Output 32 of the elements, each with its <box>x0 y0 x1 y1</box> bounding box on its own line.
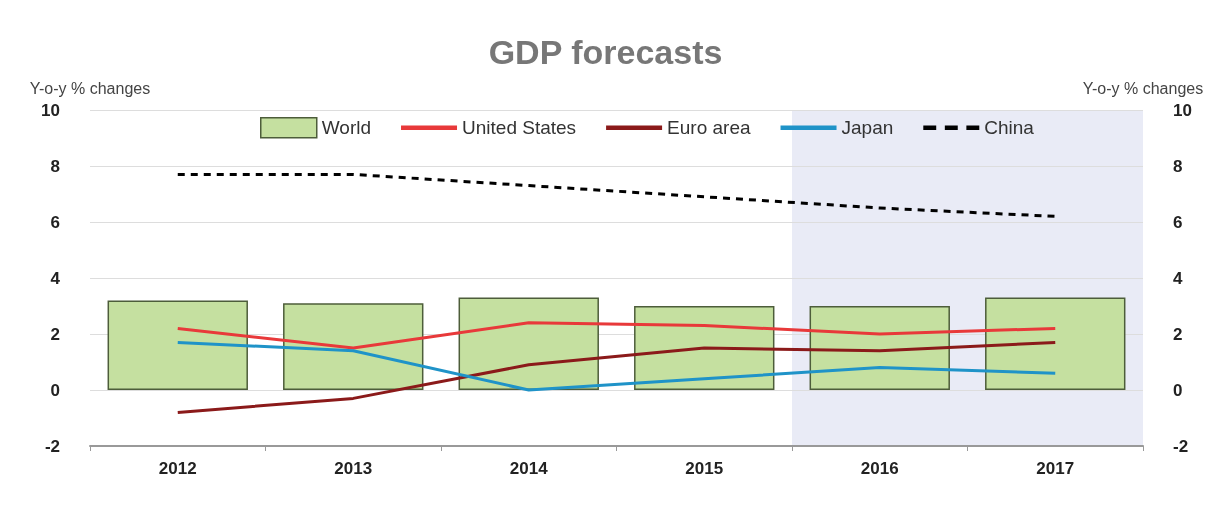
line-series <box>176 340 1057 392</box>
y2-tick-label: 8 <box>1173 156 1183 176</box>
y2-tick-label: 6 <box>1173 212 1183 232</box>
legend-label: Euro area <box>667 117 751 139</box>
y-axis-title: Y-o-y % changes <box>29 79 151 97</box>
y-tick-label: -2 <box>44 436 60 456</box>
x-tick-label: 2012 <box>158 459 197 478</box>
legend-label: United States <box>462 117 577 139</box>
y2-tick-label: -2 <box>1173 436 1189 456</box>
y-tick-label: 8 <box>50 156 60 176</box>
y2-axis-title: Y-o-y % changes <box>1082 79 1204 97</box>
x-tick-label: 2014 <box>509 459 549 478</box>
y-tick-label: 2 <box>50 324 60 344</box>
legend-label: World <box>321 117 372 139</box>
y2-tick-label: 10 <box>1173 100 1192 120</box>
line-series <box>176 172 1057 218</box>
legend-label: China <box>984 117 1035 139</box>
y-tick-label: 0 <box>50 380 60 400</box>
chart-title: GDP forecasts <box>488 33 723 71</box>
line-series <box>176 340 1057 414</box>
x-tick-label: 2015 <box>685 459 724 478</box>
line-series <box>176 321 1057 350</box>
x-tick-label: 2017 <box>1036 459 1075 478</box>
y-tick-label: 6 <box>50 212 60 232</box>
x-tick-label: 2016 <box>860 459 899 478</box>
legend-label: Japan <box>841 117 894 139</box>
x-tick-label: 2013 <box>334 459 373 478</box>
y-tick-label: 4 <box>50 268 61 288</box>
y2-tick-label: 0 <box>1173 380 1183 400</box>
y2-tick-label: 2 <box>1173 324 1183 344</box>
y-tick-label: 10 <box>41 100 60 120</box>
y2-tick-label: 4 <box>1173 268 1183 288</box>
